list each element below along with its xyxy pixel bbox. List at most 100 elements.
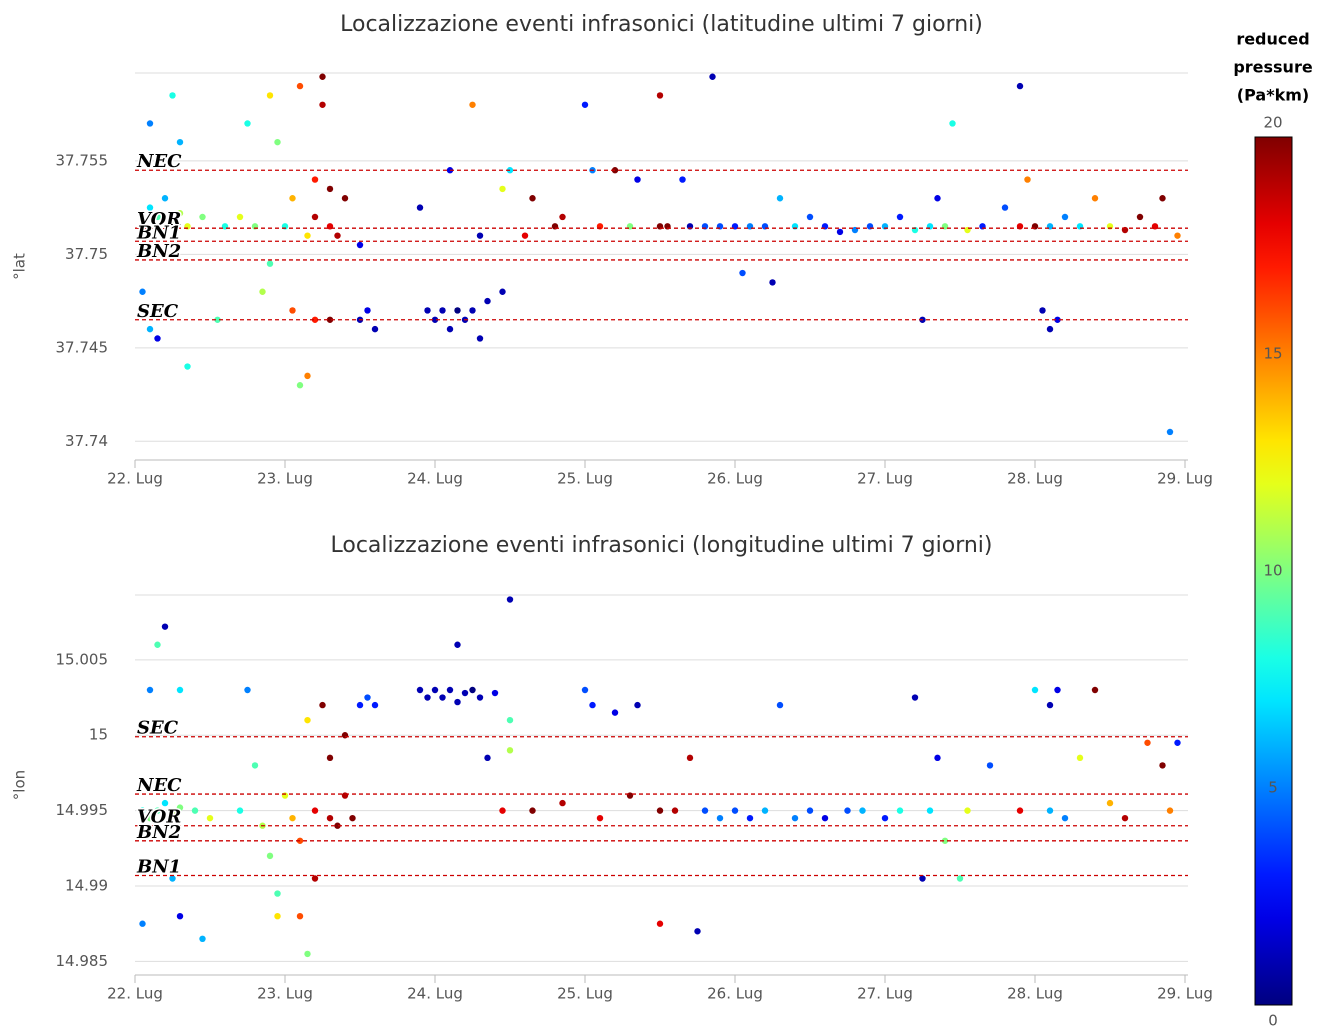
x-tick-label: 28. Lug [1007,470,1063,488]
event-point [146,814,154,822]
colorbar-tick-label: 5 [1268,779,1278,797]
event-point [311,213,319,221]
event-point [304,950,311,958]
event-point [341,195,349,202]
event-point [1024,176,1031,183]
event-point [844,807,851,814]
reference-label: SEC [137,718,179,739]
event-point [1091,195,1099,202]
event-point [656,807,664,814]
event-point [154,807,161,814]
event-point [581,101,589,108]
event-point [236,807,244,814]
event-point [146,325,154,333]
event-point [1144,739,1151,746]
colorbar-title: (Pa*km) [1237,86,1309,105]
reference-label: BN2 [136,241,181,262]
x-tick-label: 22. Lug [107,985,163,1003]
event-point [1031,686,1039,694]
y-tick-label: 37.745 [56,338,109,356]
y-tick-label: 14.99 [65,877,108,895]
x-tick-label: 24. Lug [407,985,463,1003]
colorbar-tick-label: 10 [1263,562,1282,580]
event-point [836,228,844,236]
event-point [184,363,191,370]
event-point [251,762,259,769]
event-point [896,213,904,221]
event-point [499,288,506,295]
event-point [266,260,274,267]
event-point [506,747,514,754]
event-point [349,814,356,822]
y-axis-label: °lat [11,253,29,280]
colorbar [1254,136,1293,1006]
chart-title: Localizzazione eventi infrasonici (longi… [330,533,992,558]
event-point [1076,754,1084,762]
event-point [296,912,304,920]
event-point [1166,807,1174,814]
event-point [671,807,679,814]
event-point [949,120,956,127]
event-point [499,807,506,814]
event-point [626,792,634,799]
event-point [469,101,476,108]
event-point [521,232,529,239]
event-point [311,176,319,183]
event-point [296,382,304,389]
event-point [371,325,379,333]
x-tick-label: 27. Lug [857,985,913,1003]
event-point [919,875,926,882]
event-point [416,204,424,211]
event-point [439,694,446,701]
event-point [154,641,161,648]
event-point [701,807,709,814]
event-point [1039,307,1046,314]
event-point [634,176,641,183]
event-point [469,686,476,694]
event-point [146,686,154,694]
event-point [709,73,716,80]
event-point [199,935,206,943]
event-point [244,686,251,694]
event-point [716,814,724,822]
event-point [964,807,971,814]
event-point [1054,686,1061,694]
event-point [446,325,454,333]
event-point [169,810,176,817]
event-point [454,641,461,648]
event-point [326,754,334,762]
event-point [326,814,334,822]
event-point [611,709,619,716]
event-point [776,195,784,202]
reference-label: NEC [136,151,182,172]
y-tick-label: 37.75 [65,245,108,263]
event-point [176,138,184,146]
event-point [1061,213,1069,221]
event-point [484,754,491,762]
event-point [806,213,814,221]
y-tick-label: 15.005 [56,650,109,668]
event-point [289,814,296,822]
event-point [1136,213,1144,221]
colorbar-title: pressure [1233,58,1313,77]
event-point [926,807,934,814]
event-point [491,689,499,697]
y-tick-label: 37.74 [65,432,108,450]
event-point [169,92,176,99]
event-point [274,912,281,920]
event-point [911,694,919,701]
x-tick-label: 29. Lug [1157,470,1213,488]
event-point [356,701,364,709]
event-point [476,335,484,342]
y-tick-label: 14.995 [56,801,109,819]
event-point [1061,814,1069,822]
event-point [469,307,476,314]
event-point [589,701,596,709]
event-point [499,185,506,193]
event-point [1174,232,1181,239]
event-point [319,73,326,80]
event-point [334,822,341,829]
event-point [161,799,169,807]
event-point [1159,762,1166,769]
event-point [1121,814,1129,822]
